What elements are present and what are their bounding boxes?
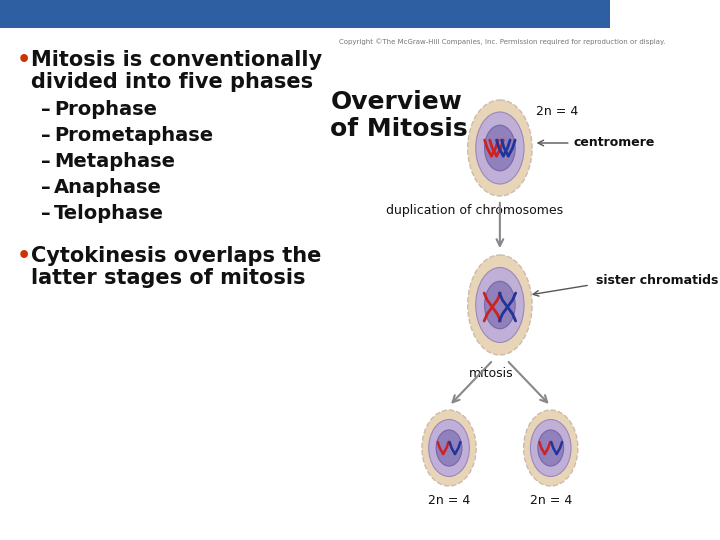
Ellipse shape bbox=[422, 410, 476, 486]
Ellipse shape bbox=[476, 112, 524, 184]
Text: 2n = 4: 2n = 4 bbox=[530, 494, 572, 507]
Ellipse shape bbox=[428, 420, 469, 476]
Text: –: – bbox=[40, 126, 50, 145]
Ellipse shape bbox=[436, 430, 462, 466]
Ellipse shape bbox=[523, 410, 578, 486]
Text: Cytokinesis overlaps the: Cytokinesis overlaps the bbox=[30, 246, 321, 266]
Ellipse shape bbox=[538, 430, 564, 466]
Text: Prophase: Prophase bbox=[54, 100, 157, 119]
Ellipse shape bbox=[531, 420, 571, 476]
Ellipse shape bbox=[468, 255, 532, 355]
Text: 2n = 4: 2n = 4 bbox=[428, 494, 470, 507]
Ellipse shape bbox=[476, 267, 524, 342]
Text: 2n = 4: 2n = 4 bbox=[536, 105, 579, 118]
Text: divided into five phases: divided into five phases bbox=[30, 72, 312, 92]
Text: –: – bbox=[40, 152, 50, 171]
Text: Metaphase: Metaphase bbox=[54, 152, 175, 171]
Bar bbox=[0, 0, 610, 28]
Text: mitosis: mitosis bbox=[469, 367, 514, 380]
Text: duplication of chromosomes: duplication of chromosomes bbox=[386, 204, 563, 217]
Text: –: – bbox=[40, 178, 50, 197]
Text: Mitosis is conventionally: Mitosis is conventionally bbox=[30, 50, 322, 70]
Ellipse shape bbox=[485, 281, 516, 329]
Text: Prometaphase: Prometaphase bbox=[54, 126, 213, 145]
Text: •: • bbox=[17, 50, 31, 70]
Text: Telophase: Telophase bbox=[54, 204, 164, 223]
Text: –: – bbox=[40, 100, 50, 119]
Text: Copyright ©The McGraw-Hill Companies, Inc. Permission required for reproduction : Copyright ©The McGraw-Hill Companies, In… bbox=[339, 38, 665, 45]
Text: latter stages of mitosis: latter stages of mitosis bbox=[30, 268, 305, 288]
Text: centromere: centromere bbox=[574, 137, 655, 150]
Ellipse shape bbox=[468, 100, 532, 196]
Text: Anaphase: Anaphase bbox=[54, 178, 162, 197]
Ellipse shape bbox=[485, 125, 516, 171]
Text: •: • bbox=[17, 246, 31, 266]
Text: sister chromatids: sister chromatids bbox=[596, 273, 719, 287]
Text: Overview
of Mitosis: Overview of Mitosis bbox=[330, 90, 468, 141]
Text: –: – bbox=[40, 204, 50, 223]
